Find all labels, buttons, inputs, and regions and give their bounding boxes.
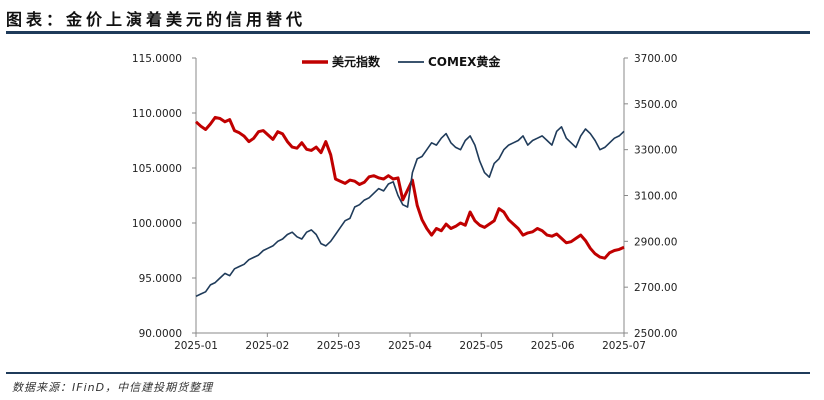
top-rule [6,31,810,34]
legend-label: COMEX黄金 [428,54,501,69]
x-tick-label: 2025-03 [317,340,361,352]
x-tick-label: 2025-01 [174,340,218,352]
right-tick-label: 2700.00 [634,282,677,294]
series-layer [194,115,625,298]
right-tick-label: 2900.00 [634,236,677,248]
x-tick-label: 2025-05 [459,340,503,352]
left-tick-label: 100.0000 [132,218,182,230]
source-note: 数据来源：IFinD，中信建投期货整理 [12,381,214,394]
bottom-rule [6,372,810,374]
left-tick-label: 95.0000 [139,273,182,285]
axes-layer: 90.0000 95.0000 100.0000 105.0000 110.0000 11… [132,53,678,352]
left-tick-label: 110.0000 [132,108,182,120]
left-tick-label: 105.0000 [132,163,182,175]
right-tick-label: 3300.00 [634,145,677,157]
line-chart: 90.0000 95.0000 100.0000 105.0000 110.0000 11… [132,53,678,352]
x-tick-label: 2025-04 [388,340,432,352]
left-tick-label: 115.0000 [132,53,182,65]
legend: 美元指数 COMEX黄金 [302,54,501,69]
x-tick-label: 2025-06 [531,340,575,352]
right-tick-label: 3700.00 [634,53,677,65]
left-tick-label: 90.0000 [139,328,182,340]
right-tick-label: 3100.00 [634,191,677,203]
legend-label: 美元指数 [332,54,381,69]
x-tick-label: 2025-02 [245,340,289,352]
right-tick-label: 3500.00 [634,99,677,111]
series-line-comex-gold [195,126,625,298]
right-tick-label: 2500.00 [634,328,677,340]
chart-title: 图表：金价上演着美元的信用替代 [6,10,307,29]
x-tick-label: 2025-07 [602,340,646,352]
